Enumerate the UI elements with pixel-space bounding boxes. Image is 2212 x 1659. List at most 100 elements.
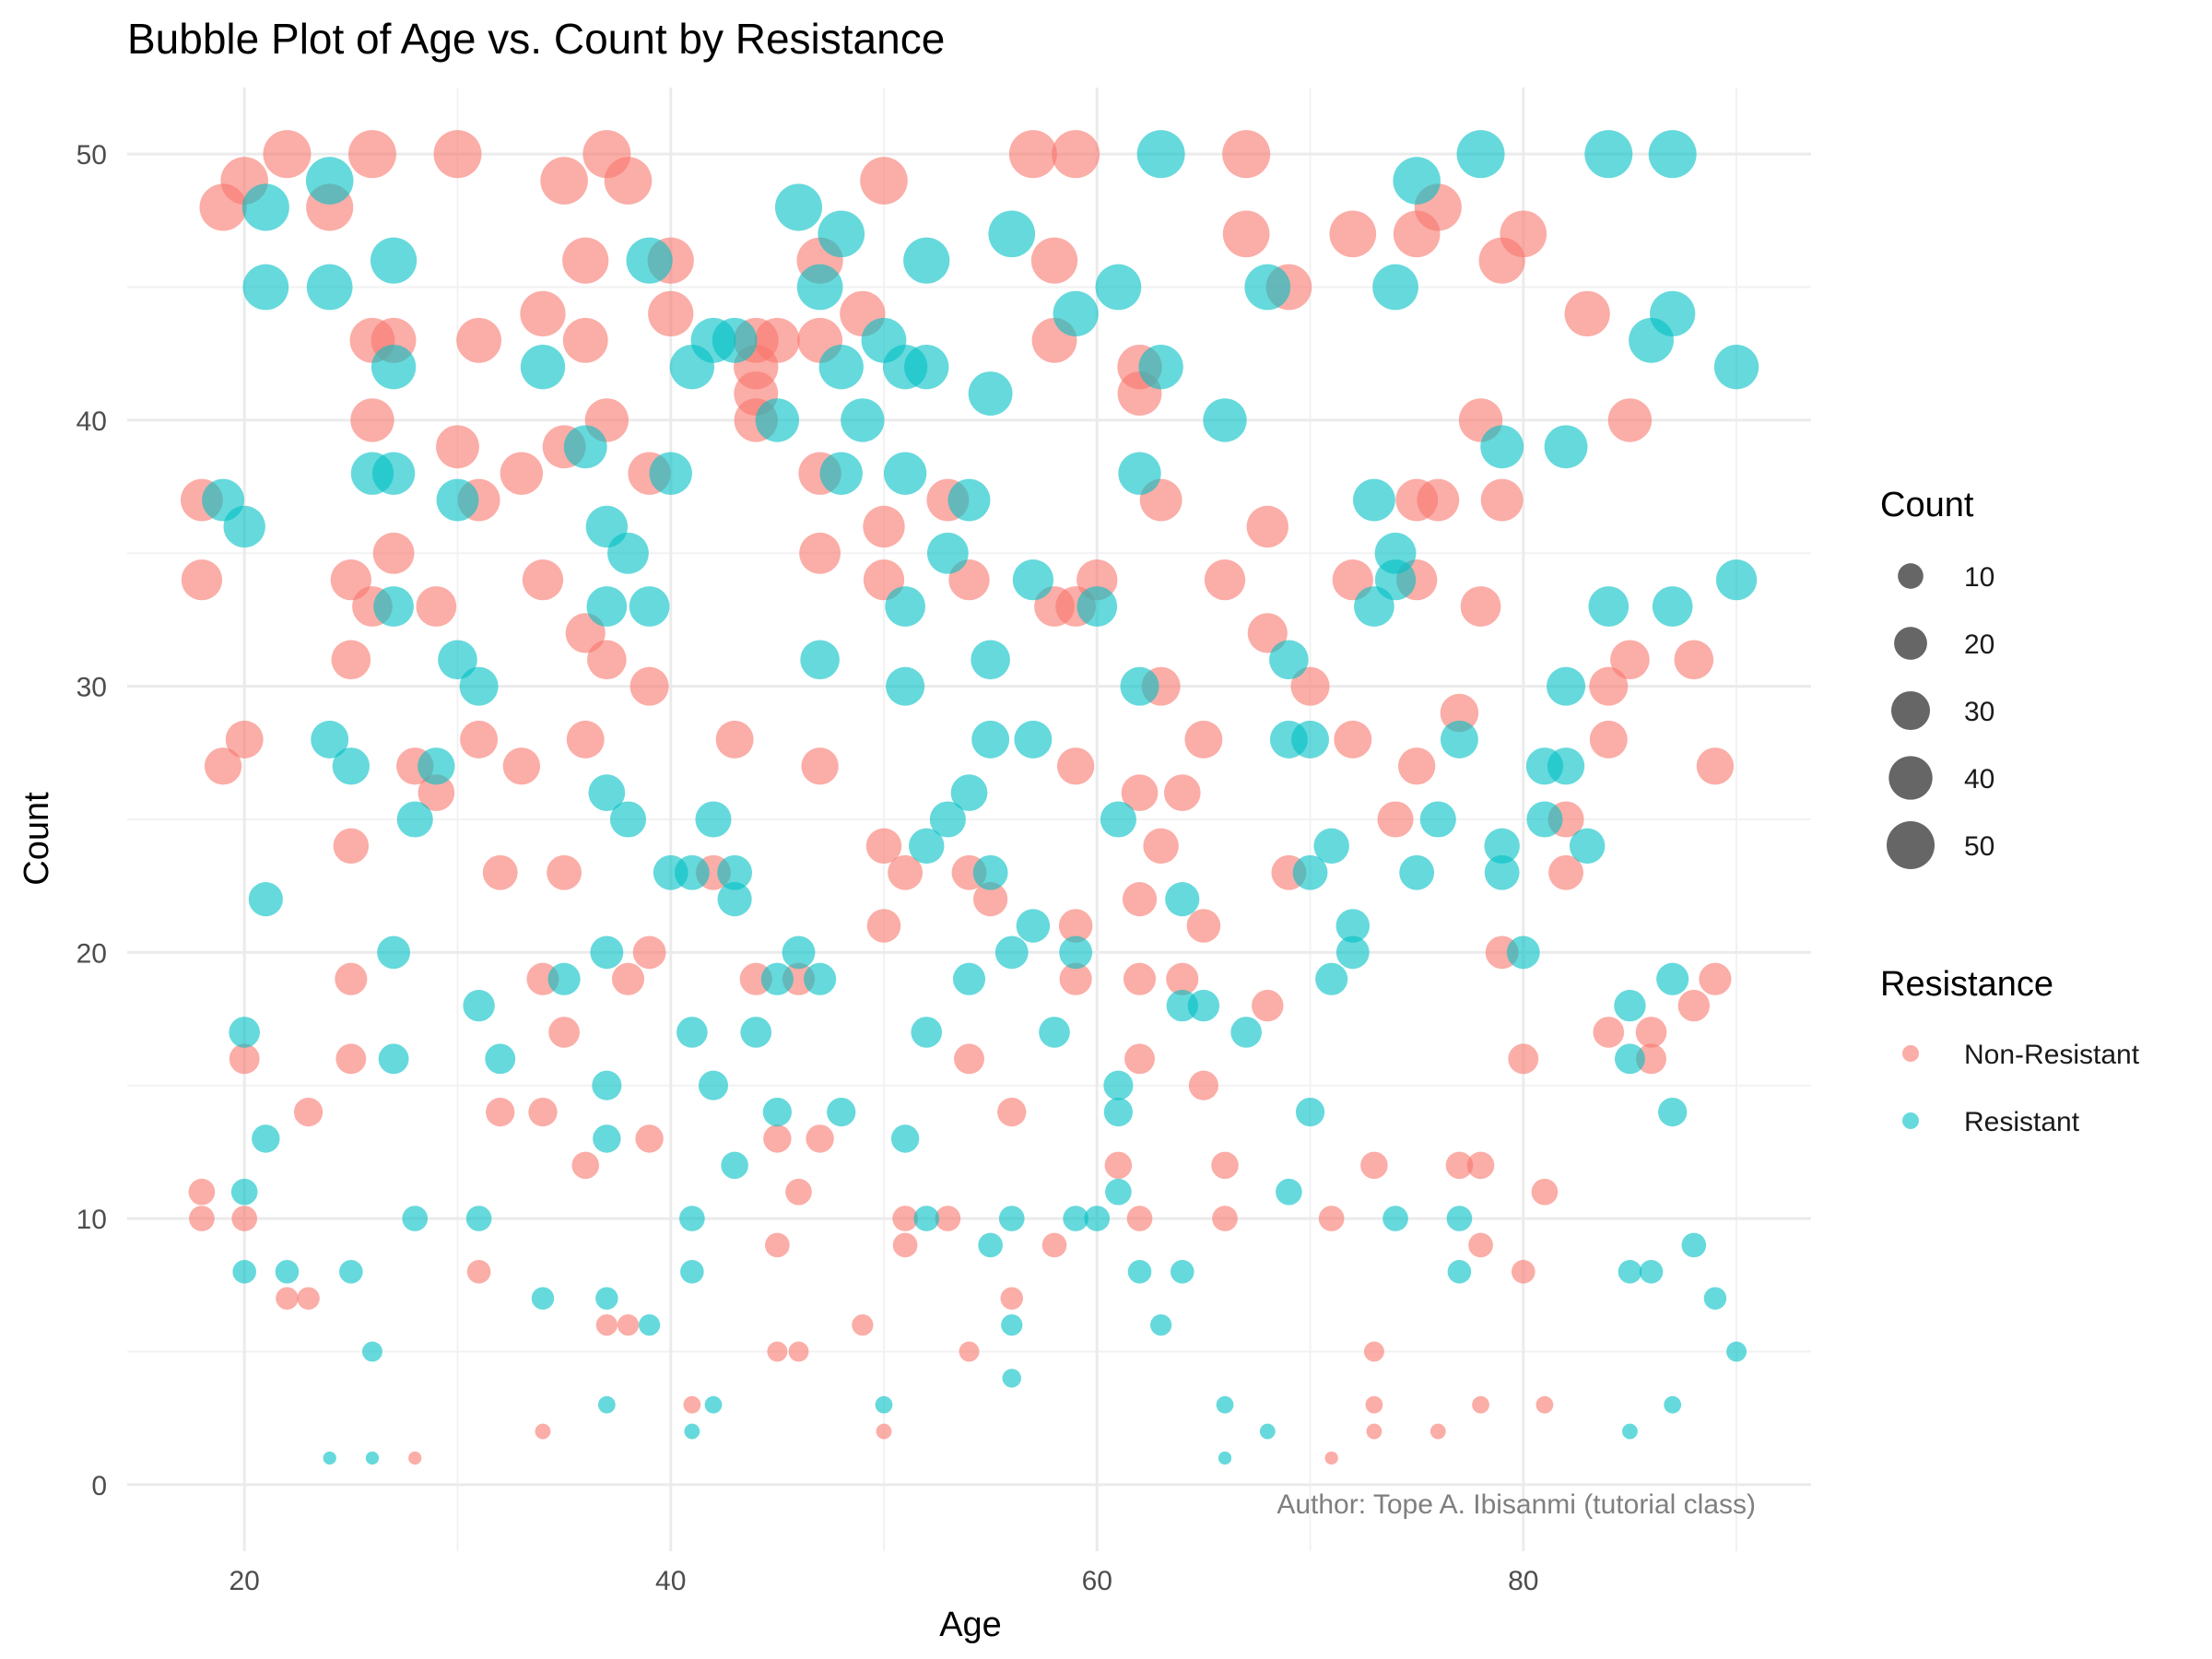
non-resistant-point <box>1564 290 1610 337</box>
resistant-point <box>1100 801 1136 838</box>
y-tick-label: 10 <box>76 1205 107 1235</box>
non-resistant-point <box>973 882 1008 917</box>
resistant-point <box>418 747 455 785</box>
resistant-point <box>818 210 865 258</box>
non-resistant-point <box>1440 693 1479 733</box>
resistant-point <box>371 452 416 495</box>
non-resistant-point <box>1058 909 1093 943</box>
resistant-point <box>547 962 581 995</box>
resistant-point <box>755 398 800 442</box>
resistant-point <box>306 264 353 311</box>
x-tick-label: 80 <box>1508 1566 1538 1596</box>
non-resistant-point <box>1246 505 1288 548</box>
data-points <box>181 130 1759 1465</box>
resistant-point <box>1014 720 1053 759</box>
resistant-point <box>1295 1097 1325 1127</box>
resistant-point <box>1547 747 1585 785</box>
resistant-point <box>971 720 1010 759</box>
resistant-point <box>1658 1097 1688 1127</box>
resistant-point <box>626 237 673 284</box>
non-resistant-point <box>1531 1178 1559 1206</box>
chart-title: Bubble Plot of Age vs. Count by Resistan… <box>127 15 945 63</box>
non-resistant-point <box>535 1423 551 1440</box>
resistant-point <box>1639 1260 1664 1284</box>
resistant-point <box>800 640 840 680</box>
resistant-point <box>1313 828 1349 865</box>
resistant-point <box>1544 425 1588 469</box>
non-resistant-point <box>540 157 588 205</box>
resistant-point <box>311 720 349 759</box>
non-resistant-point <box>954 1043 984 1075</box>
y-axis-label: Count <box>18 792 56 886</box>
resistant-point <box>229 1017 261 1048</box>
resistant-point <box>796 264 843 311</box>
resistant-point <box>638 1313 661 1336</box>
non-resistant-point <box>1222 130 1271 179</box>
non-resistant-point <box>1186 909 1221 943</box>
non-resistant-point <box>1548 854 1583 890</box>
resistant-point <box>774 183 823 231</box>
non-resistant-point <box>785 1178 812 1206</box>
color-legend-key <box>1902 1112 1919 1129</box>
non-resistant-point <box>1222 210 1270 258</box>
resistant-point <box>1484 828 1520 865</box>
resistant-point <box>1292 854 1328 890</box>
resistant-point <box>1187 989 1220 1022</box>
resistant-point <box>1506 935 1540 970</box>
non-resistant-point <box>1143 828 1179 865</box>
resistant-point <box>1063 1206 1088 1231</box>
non-resistant-point <box>460 720 499 759</box>
non-resistant-point <box>293 1097 324 1127</box>
resistant-point <box>947 478 991 522</box>
non-resistant-point <box>1365 1395 1383 1414</box>
non-resistant-point <box>408 1451 422 1465</box>
non-resistant-point <box>1126 1206 1153 1231</box>
resistant-point <box>677 1017 708 1048</box>
non-resistant-point <box>801 747 839 785</box>
resistant-point <box>1053 290 1099 337</box>
non-resistant-point <box>1059 962 1092 995</box>
non-resistant-point <box>865 828 902 865</box>
resistant-point <box>762 1097 793 1127</box>
non-resistant-point <box>1393 210 1441 258</box>
resistant-point <box>1484 854 1520 890</box>
resistant-point <box>1315 962 1348 995</box>
resistant-point <box>1039 1017 1070 1048</box>
non-resistant-point <box>1607 398 1653 442</box>
resistant-point <box>1012 559 1054 601</box>
axis-ticks: 0 10 20 30 40 50 20 40 60 80 <box>76 140 1539 1596</box>
size-legend-key <box>1887 821 1935 869</box>
resistant-point <box>994 935 1029 970</box>
resistant-point <box>890 1124 920 1153</box>
resistant-point <box>595 1287 618 1310</box>
resistant-point <box>1136 130 1185 179</box>
non-resistant-point <box>231 1206 258 1231</box>
x-tick-label: 40 <box>655 1566 686 1596</box>
non-resistant-point <box>767 1341 788 1362</box>
non-resistant-point <box>372 532 415 574</box>
resistant-point <box>223 505 265 548</box>
resistant-point <box>531 1287 555 1310</box>
resistant-point <box>1230 1017 1262 1048</box>
non-resistant-point <box>1677 989 1711 1022</box>
non-resistant-point <box>629 666 669 706</box>
color-legend-title: Resistance <box>1880 965 2053 1004</box>
non-resistant-point <box>866 909 901 943</box>
resistant-point <box>438 640 477 680</box>
size-legend-label: 20 <box>1964 629 1994 660</box>
non-resistant-point <box>648 290 694 337</box>
non-resistant-point <box>276 1287 299 1310</box>
non-resistant-point <box>1030 237 1078 284</box>
non-resistant-point <box>892 1232 918 1258</box>
non-resistant-point <box>892 1206 918 1231</box>
resistant-point <box>1203 398 1247 442</box>
non-resistant-point <box>199 183 247 231</box>
non-resistant-point <box>1535 1395 1554 1414</box>
resistant-point <box>1656 962 1689 995</box>
resistant-point <box>1077 586 1118 627</box>
resistant-point <box>1352 478 1395 522</box>
non-resistant-point <box>436 425 479 469</box>
non-resistant-point <box>433 130 482 179</box>
non-resistant-point <box>935 1206 961 1231</box>
resistant-point <box>883 452 927 495</box>
